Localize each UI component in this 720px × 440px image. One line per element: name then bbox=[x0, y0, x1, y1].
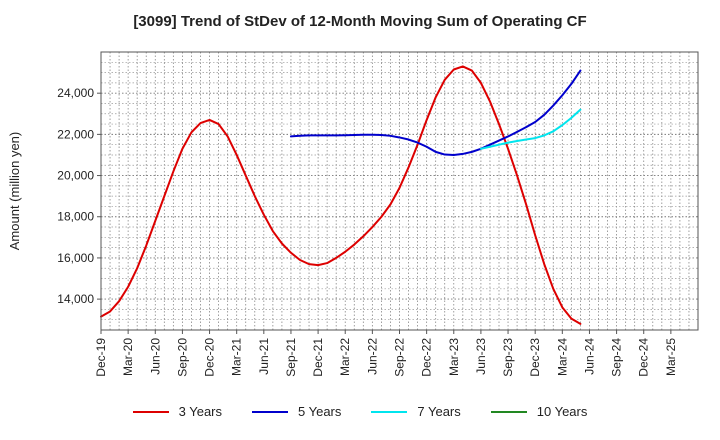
y-tick-label: 22,000 bbox=[57, 127, 94, 141]
series-line-5-years bbox=[289, 69, 582, 156]
legend-label-10-years: 10 Years bbox=[536, 404, 588, 419]
plot-background bbox=[101, 52, 698, 330]
y-tick-label: 14,000 bbox=[57, 292, 94, 306]
legend: 3 Years 5 Years 7 Years 10 Years bbox=[0, 404, 720, 419]
axis-layer: 14,000 16,000 18,000 20,000 22,000 24,000 Dec-… bbox=[57, 51, 699, 377]
y-axis-label: Amount (million yen) bbox=[7, 132, 22, 251]
x-tick-label: Sep-20 bbox=[175, 338, 189, 377]
y-tick-label: 24,000 bbox=[57, 86, 94, 100]
x-tick-label: Sep-23 bbox=[501, 338, 515, 377]
x-tick-label: Dec-21 bbox=[311, 338, 325, 377]
x-tick-label: Mar-22 bbox=[338, 338, 352, 376]
legend-label-5-years: 5 Years bbox=[298, 404, 342, 419]
y-tick-label: 18,000 bbox=[57, 210, 94, 224]
x-tick-label: Dec-20 bbox=[203, 338, 217, 377]
legend-swatch-3-years bbox=[132, 410, 169, 413]
series-line-7-years bbox=[479, 108, 582, 150]
legend-swatch-10-years bbox=[490, 410, 527, 413]
x-tick-label: Sep-21 bbox=[284, 338, 298, 377]
x-tick-label: Dec-24 bbox=[637, 338, 651, 377]
legend-label-3-years: 3 Years bbox=[178, 404, 222, 419]
legend-item-3-years: 3 Years bbox=[132, 404, 222, 419]
x-tick-label: Mar-24 bbox=[555, 338, 569, 376]
legend-item-10-years: 10 Years bbox=[490, 404, 588, 419]
x-tick-label: Jun-21 bbox=[257, 338, 271, 375]
chart-title: [3099] Trend of StDev of 12-Month Moving… bbox=[133, 13, 587, 30]
x-tick-label: Mar-23 bbox=[447, 338, 461, 376]
legend-swatch-5-years bbox=[252, 410, 288, 413]
grid-layer bbox=[100, 51, 699, 331]
legend-label-7-years: 7 Years bbox=[417, 404, 461, 419]
x-tick-label: Jun-22 bbox=[365, 338, 379, 375]
x-tick-label: Dec-22 bbox=[420, 338, 434, 377]
y-tick-label: 20,000 bbox=[57, 169, 94, 183]
x-tick-label: Dec-23 bbox=[528, 338, 542, 377]
x-tick-label: Jun-23 bbox=[474, 338, 488, 375]
legend-item-5-years: 5 Years bbox=[252, 404, 341, 419]
x-tick-label: Sep-22 bbox=[393, 338, 407, 377]
x-tick-label: Jun-20 bbox=[148, 338, 162, 375]
x-tick-label: Mar-20 bbox=[121, 338, 135, 376]
x-tick-label: Mar-25 bbox=[664, 338, 678, 376]
series-layer bbox=[100, 65, 582, 325]
legend-item-7-years: 7 Years bbox=[371, 404, 461, 419]
x-tick-label: Dec-19 bbox=[94, 338, 108, 377]
series-line-3-years bbox=[100, 65, 582, 325]
x-tick-label: Sep-24 bbox=[610, 338, 624, 377]
x-tick-label: Jun-24 bbox=[582, 338, 596, 375]
legend-swatch-7-years bbox=[371, 410, 408, 413]
y-tick-label: 16,000 bbox=[57, 251, 94, 265]
x-tick-label: Mar-21 bbox=[230, 338, 244, 376]
